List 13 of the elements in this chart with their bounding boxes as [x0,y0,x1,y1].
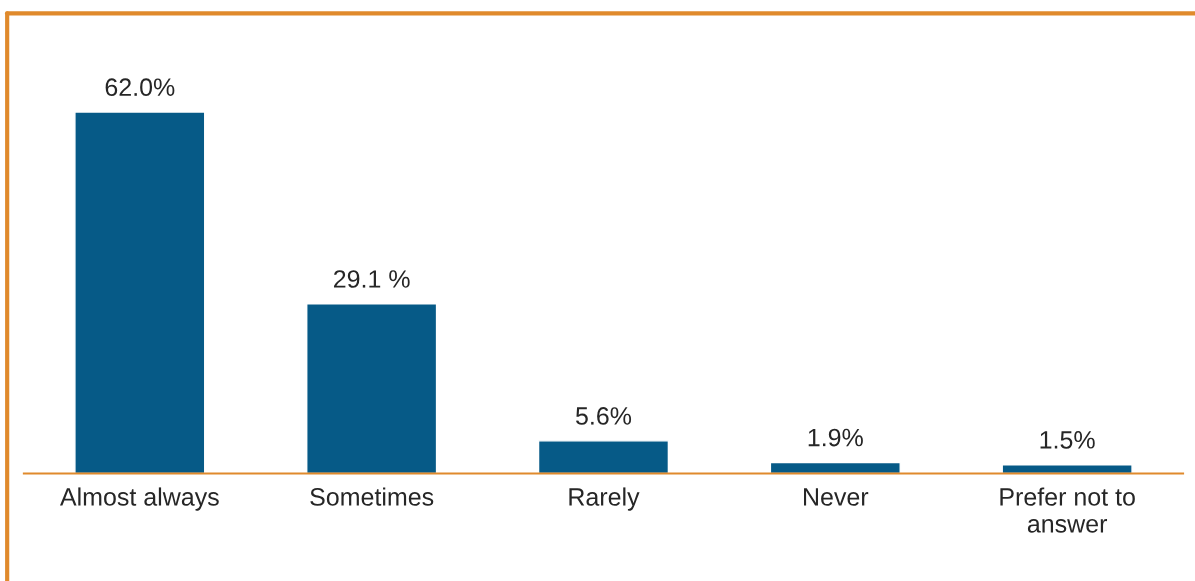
data-label: 1.9% [808,428,863,447]
bar [74,111,206,474]
x-tick-label: Sometimes [310,487,434,506]
bar [306,303,438,474]
data-label: 1.5% [1040,431,1095,449]
data-label: 62.0% [105,78,175,97]
data-label: 5.6% [575,407,632,425]
x-tick-label: Never [804,488,869,506]
x-tick-label: Prefer not to answer [1000,487,1135,533]
data-label: 29.1 % [333,270,410,288]
x-tick-label: Rarely [569,487,640,511]
bar [537,440,670,474]
x-tick-label: Almost always [59,487,219,511]
